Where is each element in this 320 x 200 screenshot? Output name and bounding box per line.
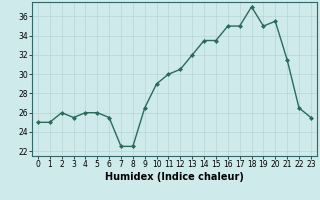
X-axis label: Humidex (Indice chaleur): Humidex (Indice chaleur) (105, 172, 244, 182)
